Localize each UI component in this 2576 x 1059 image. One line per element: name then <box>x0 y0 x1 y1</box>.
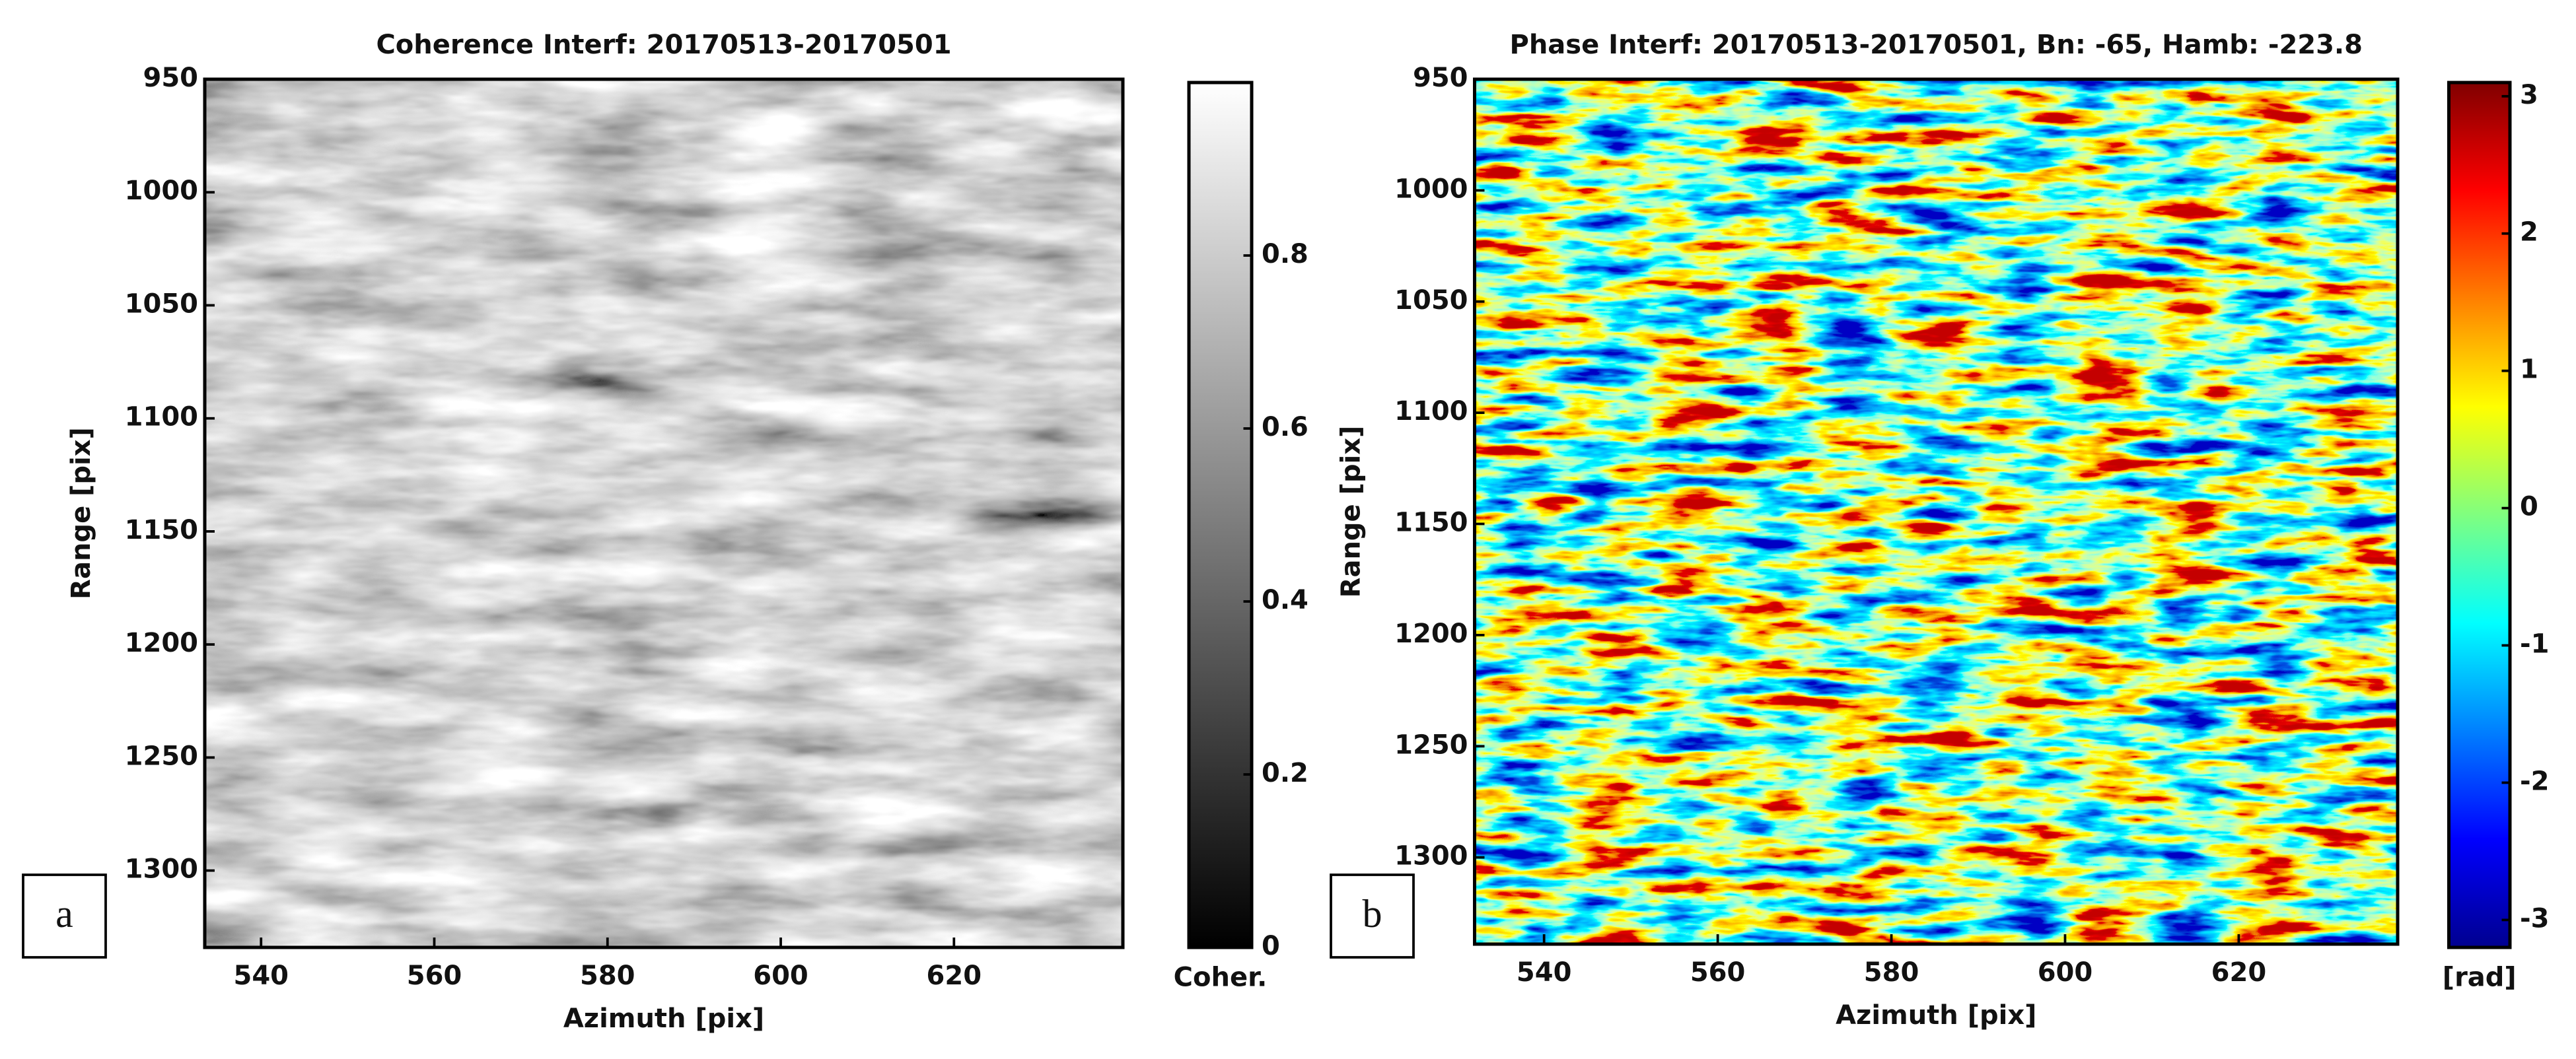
x-tick-label: 560 <box>407 961 462 991</box>
heatmap-image <box>1474 79 2398 945</box>
y-tick-label: 1300 <box>125 854 198 885</box>
axes-frame <box>1473 77 2400 946</box>
colorbar-tick-label: 2 <box>2520 217 2538 248</box>
chart-title: Coherence Interf: 20170513-20170501 <box>376 30 951 60</box>
panel-label-box <box>22 873 107 959</box>
y-axis-label: Range [pix] <box>1336 426 1367 598</box>
x-tick-label: 560 <box>1690 957 1745 988</box>
x-tick-label: 540 <box>1517 957 1572 988</box>
colorbar-tick-label: 0.8 <box>1262 239 1308 269</box>
y-tick-label: 1000 <box>1394 174 1468 204</box>
x-tick-label: 540 <box>233 961 288 991</box>
heatmap-image <box>205 79 1123 948</box>
chart-title: Phase Interf: 20170513-20170501, Bn: -65… <box>1510 30 2363 60</box>
colorbar-tick-label: 0 <box>1262 931 1280 961</box>
y-tick-label: 950 <box>1413 63 1468 93</box>
x-axis-label: Azimuth [pix] <box>1836 1000 2036 1031</box>
y-tick-label: 1200 <box>1394 619 1468 649</box>
colorbar-tick-label: 0 <box>2520 492 2538 522</box>
y-tick-label: 1050 <box>125 289 198 319</box>
colorbar-tick-label: 1 <box>2520 355 2538 385</box>
colorbar-tick-label: -3 <box>2520 903 2549 934</box>
colorbar-tick-label: 0.4 <box>1262 585 1308 615</box>
colorbar <box>1187 81 1254 949</box>
colorbar-tick-label: 0.2 <box>1262 758 1308 788</box>
colorbar-tick-label: -1 <box>2520 629 2549 660</box>
y-tick-label: 1050 <box>1394 285 1468 316</box>
y-axis-label: Range [pix] <box>66 427 96 599</box>
y-tick-label: 1150 <box>1394 508 1468 538</box>
x-tick-label: 580 <box>1864 957 1919 988</box>
colorbar-label: Coher. <box>1174 963 1268 993</box>
y-tick-label: 1250 <box>1394 730 1468 760</box>
y-tick-label: 1250 <box>125 741 198 771</box>
y-tick-label: 1100 <box>125 402 198 432</box>
colorbar <box>2447 81 2512 949</box>
x-tick-label: 600 <box>2038 957 2093 988</box>
panel-label-box <box>1330 873 1415 959</box>
x-tick-label: 580 <box>580 961 635 991</box>
y-tick-label: 1150 <box>125 515 198 545</box>
panel-label: a <box>55 892 73 936</box>
y-tick-label: 1000 <box>125 176 198 206</box>
y-tick-label: 1300 <box>1394 841 1468 871</box>
x-axis-label: Azimuth [pix] <box>563 1004 764 1034</box>
colorbar-tick-label: 3 <box>2520 80 2538 110</box>
x-tick-label: 620 <box>2211 957 2267 988</box>
x-tick-label: 600 <box>753 961 808 991</box>
colorbar-tick-label: 0.6 <box>1262 412 1308 442</box>
colorbar-tick-label: -2 <box>2520 766 2549 796</box>
y-tick-label: 950 <box>143 63 199 93</box>
x-tick-label: 620 <box>927 961 982 991</box>
axes-frame <box>203 77 1125 949</box>
y-tick-label: 1100 <box>1394 396 1468 427</box>
y-tick-label: 1200 <box>125 628 198 658</box>
colorbar-label: [rad] <box>2443 963 2517 993</box>
panel-label: b <box>1363 892 1382 936</box>
